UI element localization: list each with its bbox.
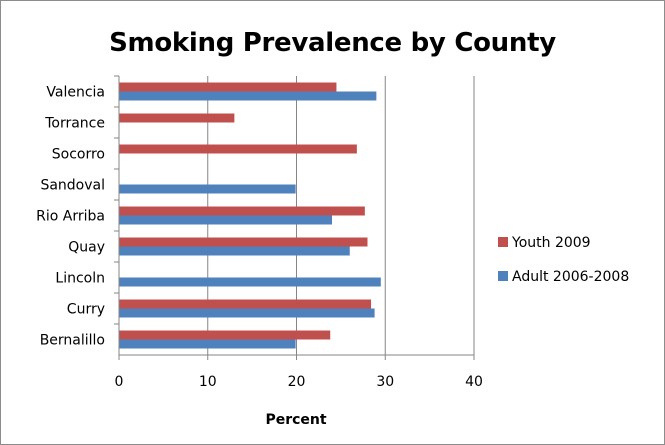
x-tick-label: 20: [288, 374, 306, 390]
axes: Bernalillo Curry Lincoln Quay Rio Arriba Sand…: [36, 75, 483, 390]
legend-label: Adult 2006-2008: [512, 269, 629, 285]
y-tick-label: Lincoln: [55, 271, 105, 287]
bar-youth-bernalillo: [119, 330, 331, 340]
bar-youth-quay: [119, 237, 368, 247]
bar-adult-valencia: [119, 91, 377, 101]
y-tick-label: Bernalillo: [40, 333, 105, 349]
bar-adult-quay: [119, 246, 350, 256]
legend-swatch: [498, 271, 508, 281]
x-tick-label: 10: [199, 374, 217, 390]
y-tick-label: Valencia: [46, 85, 105, 101]
x-tick-label: 30: [376, 374, 394, 390]
bar-youth-rio-arriba: [119, 206, 365, 216]
legend: Youth 2009 Adult 2006-2008: [498, 235, 629, 285]
x-axis-label: Percent: [265, 412, 326, 428]
bar-adult-sandoval: [119, 184, 296, 194]
x-tick-label: 0: [115, 374, 124, 390]
y-tick-label: Sandoval: [40, 178, 105, 194]
y-tick-label: Curry: [67, 302, 105, 318]
bar-youth-curry: [119, 299, 372, 309]
bar-youth-torrance: [119, 113, 235, 123]
y-tick-label: Torrance: [44, 116, 105, 132]
bar-adult-bernalillo: [119, 339, 296, 349]
x-tick-label: 40: [465, 374, 483, 390]
legend-swatch: [498, 237, 508, 247]
bar-adult-lincoln: [119, 277, 381, 287]
chart-title: Smoking Prevalence by County: [109, 28, 556, 58]
bars: [119, 82, 381, 349]
bar-adult-rio-arriba: [119, 215, 332, 225]
y-tick-label: Quay: [68, 240, 105, 256]
bar-adult-curry: [119, 308, 375, 318]
y-tick-label: Socorro: [52, 147, 105, 163]
bar-youth-socorro: [119, 144, 357, 154]
y-tick-label: Rio Arriba: [36, 209, 105, 225]
bar-youth-valencia: [119, 82, 337, 92]
legend-label: Youth 2009: [511, 235, 591, 251]
